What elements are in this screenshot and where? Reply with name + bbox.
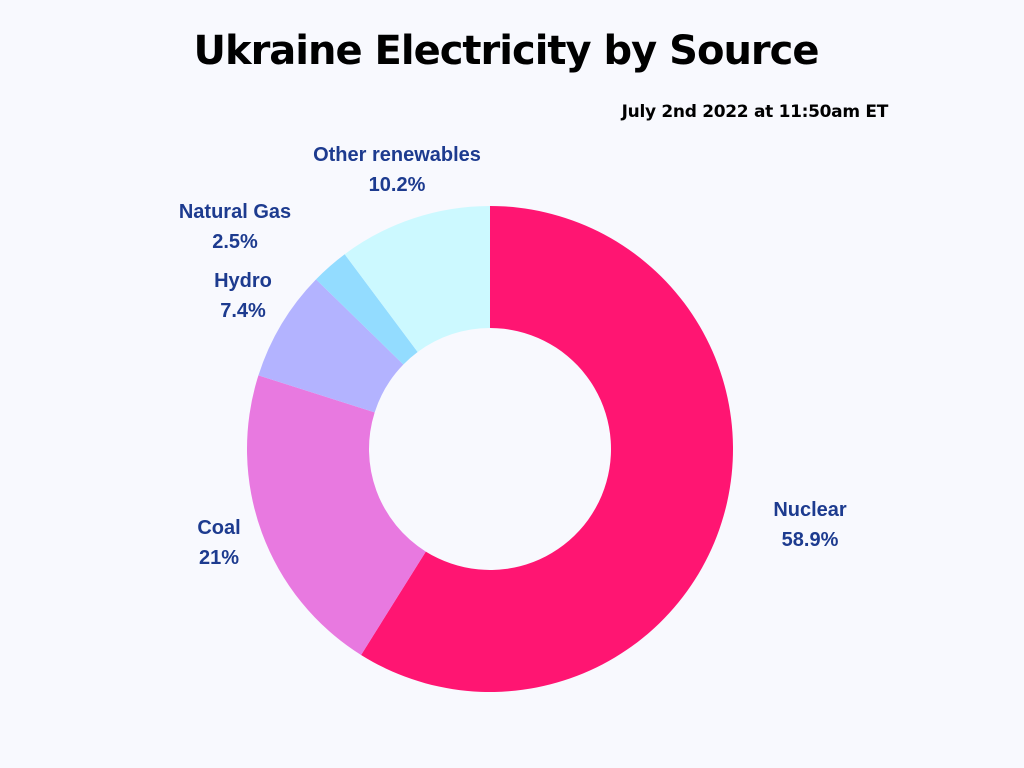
chart-subtitle: July 2nd 2022 at 11:50am ET: [621, 102, 889, 122]
label-hydro-value: 7.4%: [220, 300, 266, 322]
label-natural-gas-name: Natural Gas: [179, 201, 291, 223]
label-coal-value: 21%: [199, 547, 239, 569]
label-coal-name: Coal: [197, 517, 240, 539]
slice-coal: [247, 375, 426, 655]
label-nuclear-value: 58.9%: [782, 529, 839, 551]
label-hydro-name: Hydro: [214, 270, 272, 292]
label-natural-gas-value: 2.5%: [212, 231, 258, 253]
slice-natural-gas: [316, 254, 418, 365]
label-nuclear-name: Nuclear: [773, 499, 847, 521]
label-other-renewables-value: 10.2%: [369, 174, 426, 196]
chart-title: Ukraine Electricity by Source: [193, 28, 820, 74]
slice-other-renewables: [344, 206, 490, 353]
slice-hydro: [258, 279, 404, 413]
label-other-renewables-name: Other renewables: [313, 144, 481, 166]
slice-nuclear: [361, 206, 734, 692]
